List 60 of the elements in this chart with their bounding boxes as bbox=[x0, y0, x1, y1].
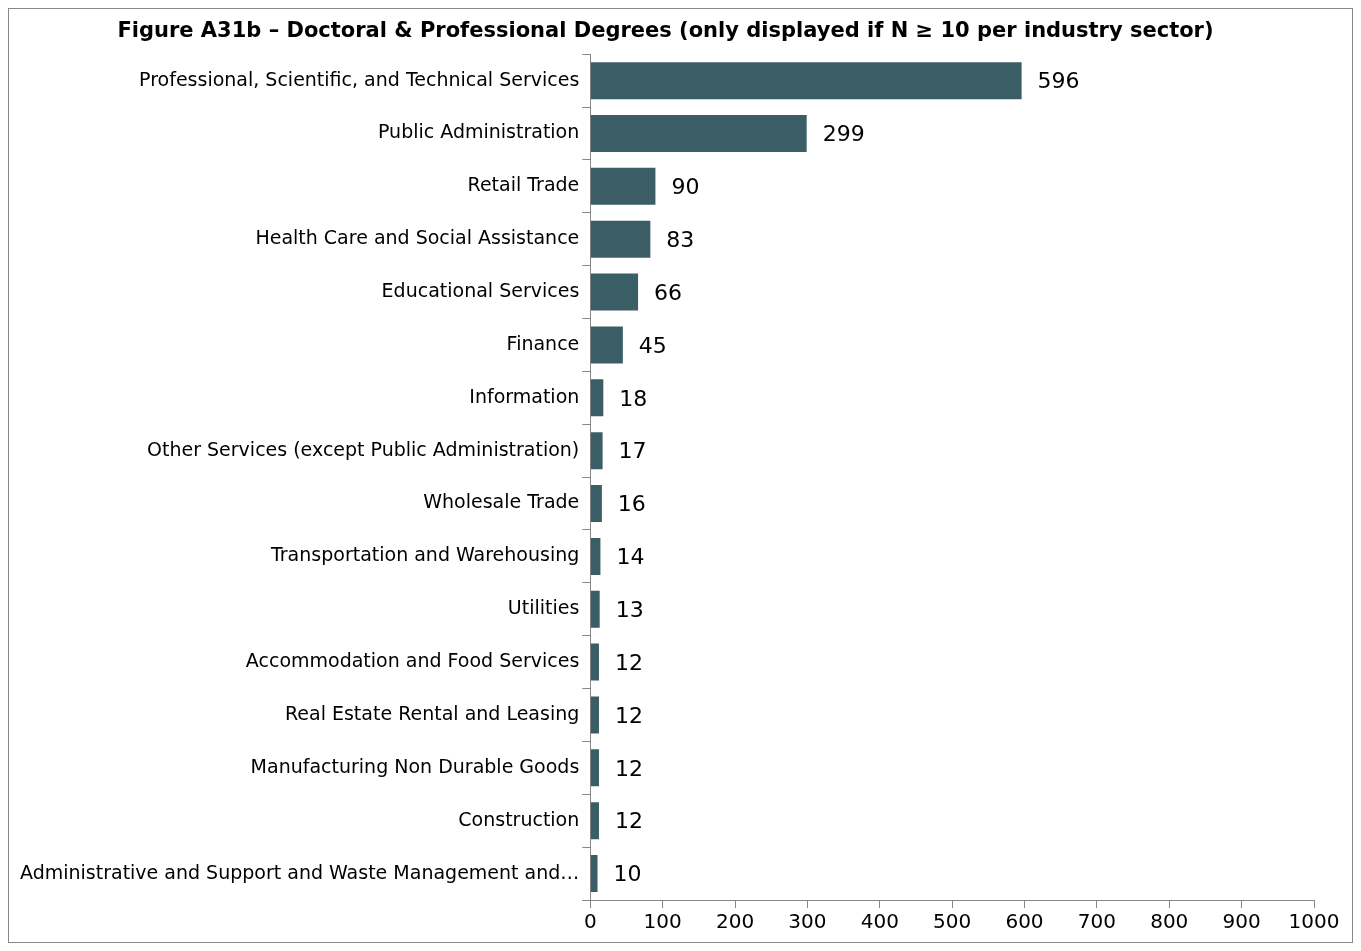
bar bbox=[590, 167, 656, 205]
x-tick-label: 600 bbox=[1005, 909, 1044, 934]
y-tick-label: Professional, Scientific, and Technical Services bbox=[139, 67, 580, 90]
y-tick-label: Information bbox=[469, 384, 580, 407]
bar bbox=[590, 590, 600, 628]
x-tick-label: 100 bbox=[643, 909, 682, 934]
bar bbox=[590, 696, 599, 734]
x-tick-label: 1000 bbox=[1288, 909, 1340, 934]
y-tick-label: Educational Services bbox=[381, 279, 580, 302]
bar bbox=[590, 485, 602, 523]
bar bbox=[590, 432, 603, 470]
x-tick-label: 800 bbox=[1150, 909, 1189, 934]
data-label: 17 bbox=[618, 438, 647, 464]
data-label: 66 bbox=[654, 279, 683, 305]
bar bbox=[590, 855, 598, 893]
y-tick-label: Real Estate Rental and Leasing bbox=[284, 701, 580, 724]
bar bbox=[590, 273, 639, 311]
y-tick-label: Construction bbox=[458, 807, 580, 830]
data-label: 18 bbox=[619, 385, 648, 411]
y-tick-label: Wholesale Trade bbox=[423, 490, 580, 513]
y-tick-label: Utilities bbox=[507, 596, 580, 619]
data-label: 12 bbox=[614, 702, 643, 728]
data-label: 13 bbox=[615, 596, 644, 622]
y-tick-label: Finance bbox=[506, 331, 580, 354]
bar bbox=[590, 220, 651, 258]
bar bbox=[590, 379, 604, 417]
bar bbox=[590, 749, 599, 787]
x-tick-label: 500 bbox=[933, 909, 972, 934]
x-tick-label: 400 bbox=[860, 909, 899, 934]
x-tick-label: 200 bbox=[715, 909, 755, 934]
bar bbox=[590, 537, 601, 575]
bar bbox=[590, 114, 807, 152]
y-tick-label: Other Services (except Public Administration) bbox=[147, 437, 580, 460]
y-tick-label: Retail Trade bbox=[467, 173, 580, 196]
data-label: 16 bbox=[617, 491, 646, 517]
data-label: 45 bbox=[638, 332, 667, 358]
bar bbox=[590, 62, 1022, 100]
x-tick-label: 0 bbox=[583, 909, 597, 934]
x-tick-label: 900 bbox=[1222, 909, 1261, 934]
data-label: 299 bbox=[822, 121, 865, 147]
y-tick-label: Public Administration bbox=[377, 120, 580, 143]
data-label: 83 bbox=[666, 226, 695, 252]
chart-title: Figure A31b – Doctoral & Professional Degrees (only displayed if N ≥ 10 per industry sector) bbox=[117, 18, 1214, 43]
x-tick-label: 300 bbox=[788, 909, 827, 934]
y-tick-label: Transportation and Warehousing bbox=[269, 543, 580, 566]
data-label: 14 bbox=[616, 544, 645, 570]
bar bbox=[590, 326, 623, 364]
data-label: 12 bbox=[614, 649, 643, 675]
y-tick-label: Manufacturing Non Durable Goods bbox=[250, 754, 580, 777]
bar bbox=[590, 643, 599, 681]
bar bbox=[590, 802, 599, 840]
y-tick-label: Administrative and Support and Waste Management and… bbox=[20, 860, 580, 883]
y-tick-label: Accommodation and Food Services bbox=[245, 649, 580, 672]
data-label: 596 bbox=[1037, 68, 1080, 94]
data-label: 10 bbox=[613, 861, 642, 887]
data-label: 90 bbox=[671, 174, 700, 200]
data-label: 12 bbox=[614, 808, 643, 834]
x-tick-label: 700 bbox=[1077, 909, 1116, 934]
y-tick-label: Health Care and Social Assistance bbox=[255, 226, 580, 249]
data-label: 12 bbox=[614, 755, 643, 781]
